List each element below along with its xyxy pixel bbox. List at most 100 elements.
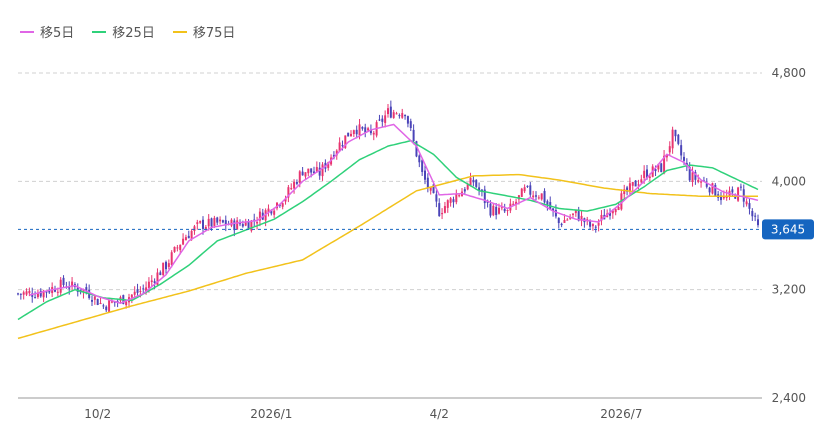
candle-body (466, 183, 469, 190)
candle-body (182, 238, 185, 245)
candle-body (68, 286, 71, 289)
candle-body (224, 220, 227, 226)
candle-body (691, 172, 694, 182)
candle-body (503, 208, 506, 212)
candle-body (435, 194, 438, 202)
candle-body (91, 299, 93, 302)
candle-body (367, 128, 370, 131)
candle-body (665, 154, 668, 158)
candle-body (150, 280, 153, 283)
candle-body (25, 291, 28, 295)
candle-body (210, 218, 213, 227)
candle-body (634, 180, 637, 187)
candle-body (498, 207, 500, 214)
candle-body (742, 189, 745, 202)
candle-body (42, 290, 45, 298)
candle-body (628, 183, 631, 193)
candle-body (611, 210, 614, 214)
candle-body (572, 213, 574, 215)
x-tick-label: 4/2 (430, 407, 449, 421)
candle-body (347, 132, 350, 137)
candle-body (697, 179, 700, 182)
candle-body (170, 252, 173, 265)
axis-layer: 2,400 3,200 4,000 4,800 10/2 2026/1 4/2 2026/7 3… (18, 66, 814, 421)
candle-body (458, 195, 461, 197)
candle-body (213, 217, 216, 226)
candle-body (139, 291, 142, 293)
candle-body (415, 141, 418, 157)
candle-body (640, 179, 643, 183)
candle-body (236, 220, 239, 230)
candle-body (130, 294, 133, 298)
candle-body (680, 145, 683, 156)
legend-label-ma5: 移5日 (40, 26, 75, 41)
candle-body (165, 261, 167, 270)
candle-body (475, 180, 478, 187)
candle-body (54, 288, 56, 292)
candle-body (293, 181, 296, 189)
legend-item-ma25: 移25日 (92, 22, 155, 41)
candle-body (187, 235, 190, 239)
candle-body (102, 305, 105, 307)
candle-body (153, 281, 156, 283)
candle-body (557, 217, 560, 224)
candle-body (304, 172, 307, 177)
grid-layer (18, 72, 762, 399)
x-tick-label: 2026/7 (600, 407, 642, 421)
candle-body (250, 220, 253, 231)
candle-body (745, 201, 748, 205)
candle-body (574, 209, 577, 214)
candle-body (113, 301, 116, 303)
candle-body (543, 190, 546, 203)
candle-body (156, 272, 159, 285)
candle-body (281, 203, 284, 207)
candle-body (48, 290, 51, 293)
candle-body (159, 272, 162, 276)
legend-item-ma5: 移5日 (20, 22, 74, 41)
candle-body (646, 169, 648, 179)
legend-label-ma75: 移75日 (192, 26, 236, 41)
candle-body (17, 293, 19, 295)
candle-body (757, 219, 759, 226)
candle-body (310, 168, 313, 173)
candle-body (532, 195, 535, 198)
candle-body (535, 195, 537, 197)
candle-body (315, 167, 318, 172)
candle-body (295, 181, 298, 184)
candle-body (751, 210, 754, 217)
candle-body (364, 127, 367, 133)
candle-body (398, 115, 401, 117)
ma5-line (29, 123, 759, 304)
candle-body (85, 287, 88, 292)
candle-body (361, 127, 364, 129)
candle-body (523, 187, 526, 192)
candle-body (318, 167, 321, 176)
candle-body (167, 263, 170, 267)
candle-body (244, 221, 247, 226)
candle-body (267, 208, 270, 213)
y-tick-label: 4,000 (772, 174, 806, 188)
candle-body (537, 197, 540, 199)
candle-body (307, 168, 310, 174)
candle-body (441, 213, 444, 215)
candle-body (617, 206, 620, 210)
candle-body (489, 203, 492, 216)
candle-body (401, 113, 404, 118)
candle-body (714, 184, 717, 197)
candle-body (546, 201, 549, 205)
candle-body (688, 166, 691, 181)
legend-item-ma75: 移75日 (172, 22, 236, 41)
candle-body (216, 217, 219, 223)
candle-body (108, 300, 111, 313)
candle-body (654, 169, 657, 172)
candle-body (648, 176, 651, 178)
candle-body (671, 129, 674, 149)
candle-body (631, 182, 634, 186)
candle-body (515, 201, 518, 205)
candle-body (668, 146, 671, 153)
candle-body (623, 189, 626, 195)
candle-body (495, 206, 498, 216)
candle-body (142, 288, 145, 290)
candle-body (287, 187, 290, 198)
